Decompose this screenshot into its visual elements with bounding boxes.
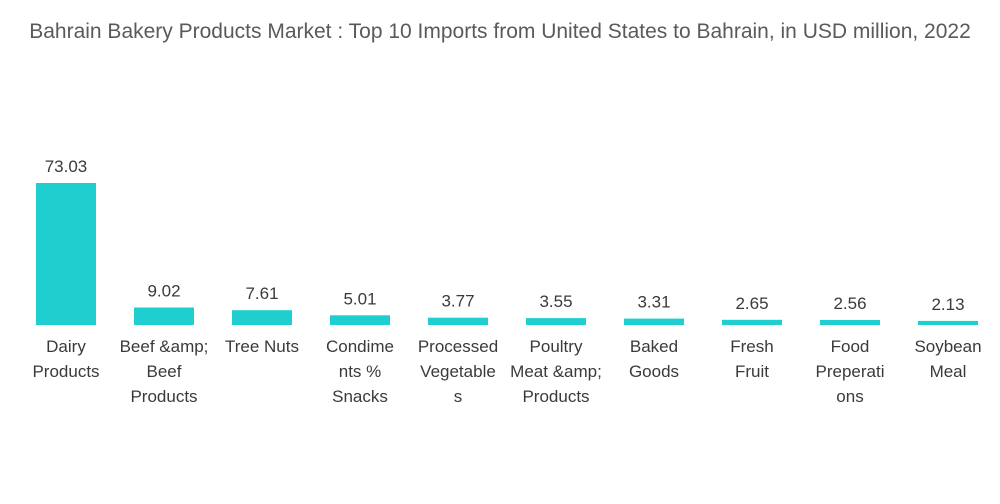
bar: [624, 318, 684, 325]
bar: [918, 320, 978, 325]
bar-value-label: 2.65: [735, 294, 768, 313]
bar-value-label: 3.77: [441, 292, 474, 311]
category-label: Baked Goods: [629, 337, 679, 381]
bar: [428, 317, 488, 325]
category-label: Condime nts % Snacks: [326, 337, 394, 406]
bar-value-label: 2.56: [833, 294, 866, 313]
category-label: Soybean Meal: [914, 337, 981, 381]
bar-value-label: 2.13: [931, 295, 964, 314]
bar-value-label: 73.03: [45, 157, 88, 176]
category-label: Food Preperati ons: [816, 337, 885, 406]
category-label: Tree Nuts: [225, 337, 299, 356]
bar-value-label: 9.02: [147, 282, 180, 301]
category-label: Poultry Meat &amp; Products: [510, 337, 602, 406]
bar: [526, 318, 586, 325]
bar: [36, 183, 96, 325]
bar: [134, 307, 194, 325]
bar-value-label: 5.01: [343, 289, 376, 308]
bar-value-label: 3.55: [539, 292, 572, 311]
bar-value-label: 3.31: [637, 293, 670, 312]
bar: [330, 315, 390, 325]
category-label: Fresh Fruit: [730, 337, 773, 381]
bar-value-label: 7.61: [245, 284, 278, 303]
chart-title: Bahrain Bakery Products Market : Top 10 …: [29, 20, 971, 43]
bar: [820, 320, 880, 325]
category-label: Dairy Products: [32, 337, 99, 381]
category-label: Processed Vegetable s: [418, 337, 498, 406]
bar: [722, 319, 782, 325]
bar: [232, 310, 292, 325]
category-label: Beef &amp; Beef Products: [120, 337, 209, 406]
